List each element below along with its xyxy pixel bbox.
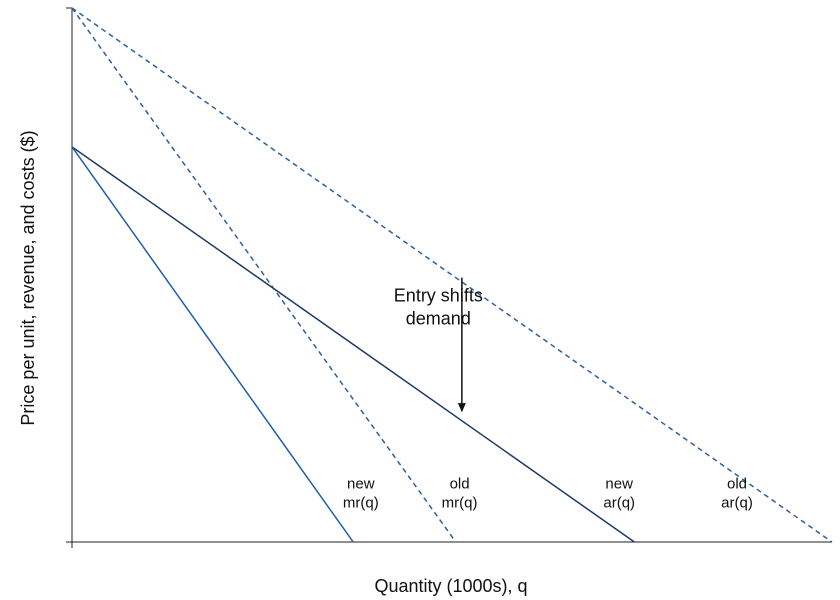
curve-label-old-ar-line-1: old [727,476,747,493]
curve-label-old-ar-line-2: ar(q) [721,495,753,512]
curve-label-new-mr-line-2: mr(q) [343,495,379,512]
annotation-text-line-1: Entry shifts [394,286,483,306]
series-line-old-mr [71,7,457,543]
curve-label-layer: old ar(q) old mr(q) new ar(q) new mr(q) [343,476,753,512]
series-line-new-mr [71,146,354,543]
series-layer [71,7,833,543]
curve-label-new-ar-line-2: ar(q) [603,495,635,512]
series-line-new-ar [71,146,635,543]
curve-label-new-mr: new mr(q) [343,476,379,512]
curve-label-new-ar-line-1: new [605,476,633,493]
curve-label-new-ar: new ar(q) [603,476,635,512]
y-axis-title: Price per unit, revenue, and costs ($) [18,130,38,425]
x-axis-title: Quantity (1000s), q [374,576,527,596]
axes [66,7,832,548]
curve-label-old-mr-line-2: mr(q) [442,495,478,512]
annotation-text-line-2: demand [406,309,471,329]
annotation-text: Entry shifts demand [394,286,483,329]
series-line-old-ar [71,7,833,543]
curve-label-new-mr-line-1: new [347,476,375,493]
curve-label-old-mr-line-1: old [450,476,470,493]
annotation-layer: Entry shifts demand [394,277,483,413]
curve-label-old-ar: old ar(q) [721,476,753,512]
curve-label-old-mr: old mr(q) [442,476,478,512]
